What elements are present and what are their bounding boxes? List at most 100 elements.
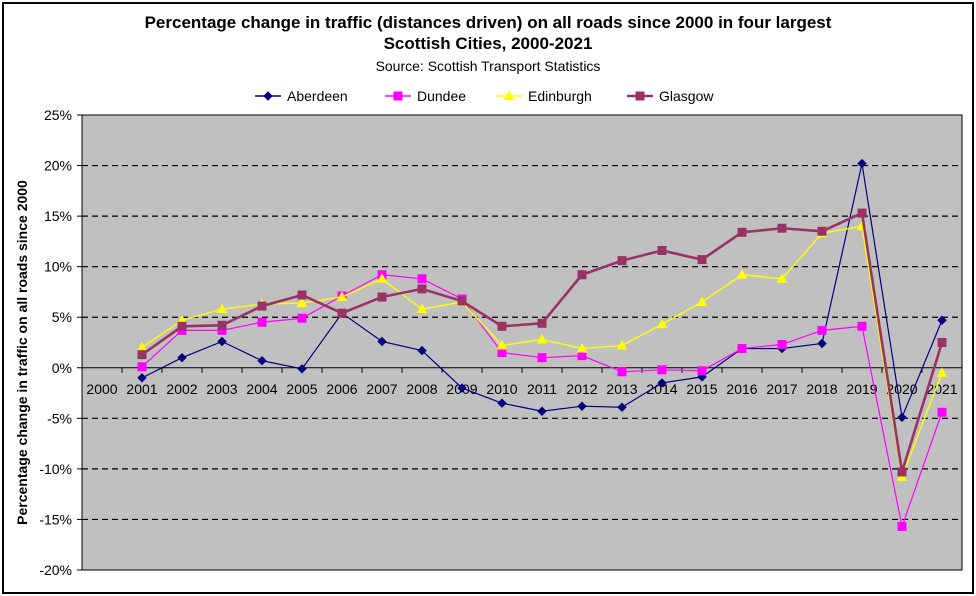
data-point-edinburgh: [336, 291, 348, 301]
x-tick-label: 2008: [406, 381, 437, 397]
x-tick-label: 2016: [726, 381, 757, 397]
data-point-glasgow: [257, 301, 267, 311]
y-tick-label: 0%: [52, 360, 72, 376]
data-point-dundee: [297, 313, 307, 323]
data-point-dundee: [657, 365, 667, 375]
x-tick-label: 2001: [126, 381, 157, 397]
data-point-dundee: [537, 353, 547, 363]
data-point-dundee: [137, 362, 147, 372]
x-tick-label: 2012: [566, 381, 597, 397]
data-point-aberdeen: [257, 355, 267, 366]
data-point-glasgow: [537, 318, 547, 328]
data-point-aberdeen: [897, 412, 907, 423]
data-point-edinburgh: [216, 303, 228, 314]
data-point-edinburgh: [496, 340, 508, 350]
data-point-edinburgh: [576, 343, 588, 353]
x-tick-label: 2003: [206, 381, 237, 397]
data-point-dundee: [777, 340, 787, 350]
data-point-aberdeen: [937, 315, 947, 325]
data-point-dundee: [897, 522, 907, 532]
y-tick-label: -15%: [39, 511, 72, 527]
data-point-glasgow: [137, 350, 147, 360]
data-point-glasgow: [777, 223, 787, 233]
data-point-dundee: [737, 344, 747, 354]
data-point-edinburgh: [696, 296, 708, 307]
data-point-dundee: [417, 274, 427, 284]
legend-marker-dundee: [393, 91, 403, 101]
x-tick-label: 2017: [766, 381, 797, 397]
data-point-aberdeen: [137, 373, 147, 383]
data-point-aberdeen: [297, 364, 307, 374]
data-point-dundee: [937, 407, 947, 417]
legend-marker-aberdeen: [263, 91, 273, 101]
legend-label-aberdeen: Aberdeen: [287, 88, 348, 104]
data-point-dundee: [817, 325, 827, 335]
x-tick-label: 2013: [606, 381, 637, 397]
x-tick-label: 2007: [366, 381, 397, 397]
data-point-aberdeen: [417, 345, 427, 356]
chart-title-line2: Scottish Cities, 2000-2021: [383, 34, 593, 53]
y-tick-label: -5%: [47, 410, 72, 426]
data-point-glasgow: [737, 227, 747, 237]
data-point-glasgow: [657, 245, 667, 255]
data-point-glasgow: [177, 321, 187, 331]
data-point-glasgow: [897, 467, 907, 477]
data-point-glasgow: [497, 321, 507, 331]
data-point-edinburgh: [936, 367, 948, 377]
data-point-edinburgh: [416, 303, 428, 314]
y-axis-label: Percentage change in traffic on all road…: [14, 180, 30, 525]
data-point-aberdeen: [217, 336, 227, 347]
data-point-glasgow: [337, 308, 347, 318]
x-tick-label: 2000: [86, 381, 117, 397]
data-point-edinburgh: [616, 340, 628, 350]
legend-marker-glasgow: [635, 91, 645, 101]
y-tick-label: -20%: [39, 562, 72, 578]
x-tick-label: 2019: [846, 381, 877, 397]
data-point-dundee: [577, 351, 587, 361]
x-tick-label: 2004: [246, 381, 277, 397]
y-tick-label: 20%: [44, 158, 72, 174]
data-point-glasgow: [417, 284, 427, 294]
x-tick-label: 2011: [527, 381, 557, 397]
data-point-glasgow: [817, 226, 827, 236]
data-point-aberdeen: [537, 406, 547, 416]
data-point-edinburgh: [536, 333, 548, 344]
data-point-dundee: [617, 367, 627, 377]
data-point-dundee: [697, 366, 707, 376]
data-point-dundee: [257, 317, 267, 327]
legend-label-glasgow: Glasgow: [659, 88, 714, 104]
data-point-aberdeen: [457, 383, 467, 393]
x-tick-label: 2002: [166, 381, 197, 397]
data-point-edinburgh: [896, 471, 908, 481]
data-point-glasgow: [577, 270, 587, 280]
data-point-aberdeen: [857, 158, 867, 169]
data-point-edinburgh: [296, 297, 308, 308]
chart-subtitle: Source: Scottish Transport Statistics: [375, 58, 601, 74]
data-point-aberdeen: [177, 352, 187, 363]
data-point-aberdeen: [377, 336, 387, 347]
data-point-aberdeen: [657, 378, 667, 388]
data-point-aberdeen: [817, 338, 827, 349]
data-point-edinburgh: [656, 318, 668, 329]
data-point-dundee: [857, 321, 867, 331]
x-tick-label: 2015: [686, 381, 717, 397]
y-tick-label: 10%: [44, 259, 72, 275]
x-tick-label: 2006: [326, 381, 357, 397]
chart-title: Percentage change in traffic (distances …: [0, 12, 976, 54]
data-point-glasgow: [857, 208, 867, 218]
data-point-glasgow: [377, 292, 387, 302]
y-tick-label: -10%: [39, 461, 72, 477]
data-point-edinburgh: [376, 273, 388, 283]
data-point-glasgow: [297, 290, 307, 300]
x-tick-label: 2014: [646, 381, 677, 397]
x-tick-label: 2010: [486, 381, 517, 397]
data-point-aberdeen: [577, 401, 587, 411]
y-tick-label: 25%: [44, 107, 72, 123]
x-tick-label: 2020: [886, 381, 917, 397]
x-tick-label: 2005: [286, 381, 317, 397]
legend-marker-edinburgh: [503, 90, 515, 100]
data-point-aberdeen: [617, 402, 627, 412]
x-tick-label: 2018: [806, 381, 837, 397]
data-point-glasgow: [937, 338, 947, 347]
